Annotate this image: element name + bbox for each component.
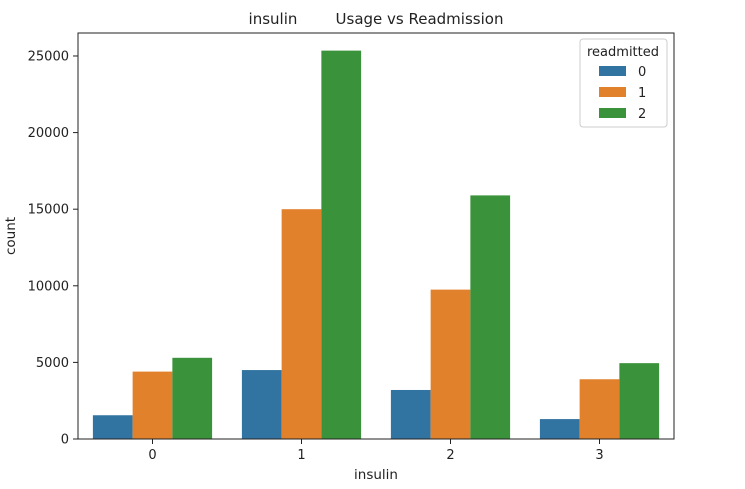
legend: readmitted 0 1 2 — [579, 38, 668, 128]
y-tick-label: 25000 — [28, 49, 69, 64]
legend-box — [579, 38, 668, 128]
bar-readmitted-2-insulin-0 — [172, 357, 213, 439]
legend-swatch-1 — [599, 87, 626, 97]
y-tick-label: 15000 — [28, 203, 69, 218]
y-axis: 0 5000 10000 15000 20000 25000 — [28, 49, 78, 448]
x-tick-label: 2 — [446, 448, 454, 463]
legend-entry-1: 1 — [638, 86, 646, 101]
bar-readmitted-2-insulin-2 — [470, 195, 511, 439]
bar-readmitted-0-insulin-0 — [92, 415, 133, 439]
plot-frame — [77, 32, 675, 440]
x-tick-label: 3 — [595, 448, 603, 463]
legend-swatch-0 — [599, 66, 626, 76]
bar-readmitted-0-insulin-1 — [241, 370, 282, 439]
bar-readmitted-1-insulin-2 — [430, 289, 471, 439]
bars-group — [92, 50, 660, 440]
y-tick-label: 10000 — [28, 279, 69, 294]
x-axis: 0 1 2 3 — [148, 439, 604, 463]
legend-entry-2: 2 — [638, 107, 646, 122]
y-axis-label: count — [3, 217, 19, 255]
bar-readmitted-2-insulin-3 — [619, 363, 660, 439]
chart-title: insulin Usage vs Readmission — [249, 10, 504, 28]
x-axis-label: insulin — [354, 467, 398, 483]
bar-readmitted-1-insulin-1 — [281, 209, 322, 439]
legend-title: readmitted — [587, 45, 659, 60]
y-tick-label: 0 — [61, 433, 69, 448]
bar-readmitted-1-insulin-0 — [132, 371, 173, 439]
x-tick-label: 0 — [148, 448, 156, 463]
x-tick-label: 1 — [297, 448, 305, 463]
bar-readmitted-1-insulin-3 — [579, 379, 620, 439]
bar-readmitted-0-insulin-3 — [539, 419, 580, 439]
legend-swatch-2 — [599, 108, 626, 118]
bar-readmitted-2-insulin-1 — [321, 50, 362, 440]
legend-entry-0: 0 — [638, 65, 646, 80]
y-tick-label: 5000 — [36, 356, 69, 371]
y-tick-label: 20000 — [28, 126, 69, 141]
bar-readmitted-0-insulin-2 — [390, 389, 431, 439]
